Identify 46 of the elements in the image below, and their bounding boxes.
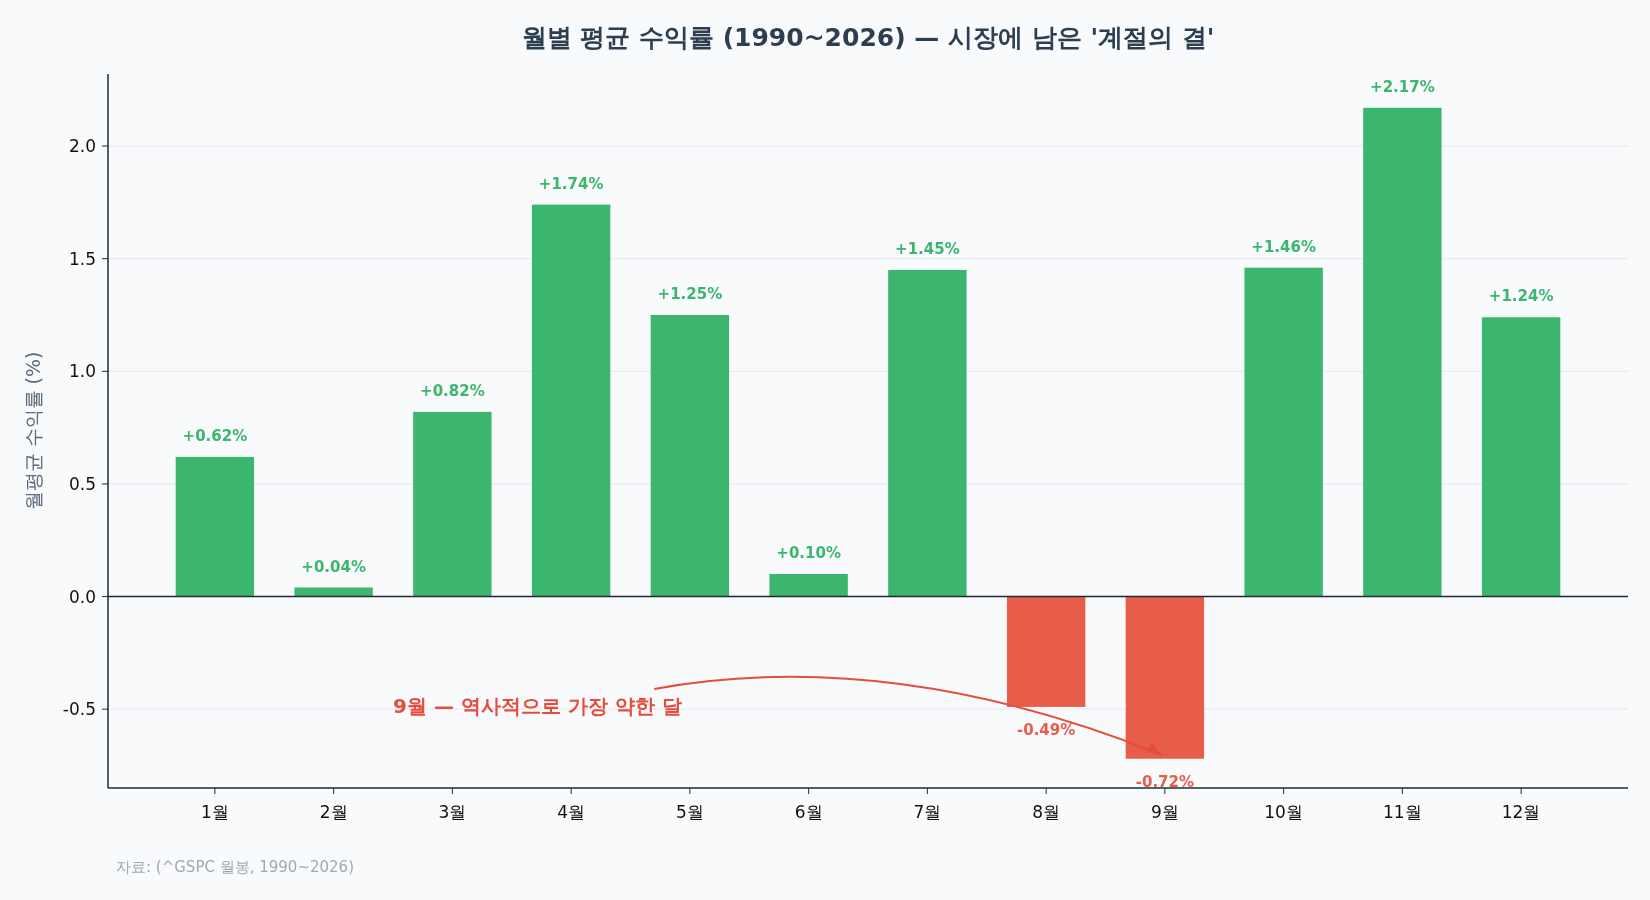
text: 자료: (^GSPC 월봉, 1990~2026) xyxy=(116,858,354,876)
x-tick-label: 1월 xyxy=(200,802,229,822)
bar xyxy=(1244,267,1323,597)
data-label: +2.17% xyxy=(1370,77,1435,96)
x-tick-label: 4월 xyxy=(557,802,586,822)
x-tick-label: 5월 xyxy=(675,802,704,822)
y-tick-label: 2.0 xyxy=(68,136,96,157)
data-label: +0.10% xyxy=(776,544,841,563)
x-tick-label: 10월 xyxy=(1264,802,1303,822)
bar xyxy=(888,269,967,597)
bar xyxy=(294,587,373,597)
data-label: -0.72% xyxy=(1135,772,1195,791)
y-tick-label: -0.5 xyxy=(62,699,96,720)
x-tick-label: 11월 xyxy=(1383,802,1422,822)
x-tick-label: 3월 xyxy=(438,802,467,822)
data-label: +1.46% xyxy=(1251,237,1316,256)
data-label: +1.74% xyxy=(538,174,604,193)
bar xyxy=(1125,596,1205,759)
bar xyxy=(1481,317,1561,597)
data-label: +1.25% xyxy=(657,285,723,303)
data-label: +1.24% xyxy=(1488,287,1554,306)
bar xyxy=(650,315,730,597)
bar xyxy=(413,411,492,597)
x-tick-label: 12월 xyxy=(1501,802,1541,822)
bar xyxy=(531,204,611,597)
data-label: +1.45% xyxy=(895,239,960,258)
y-tick-label: 1.0 xyxy=(68,361,96,382)
annotation: 9월 — 역사적으로 가장 약한 달 xyxy=(393,693,682,718)
bar xyxy=(175,456,255,597)
y-tick-label: 0.5 xyxy=(68,473,96,494)
y-tick-label: 0.0 xyxy=(68,586,96,607)
x-tick-label: 2월 xyxy=(319,802,348,822)
y-tick-label: 1.5 xyxy=(68,248,96,269)
bar xyxy=(1006,596,1086,707)
data-label: -0.49% xyxy=(1016,720,1076,739)
x-tick-label: 7월 xyxy=(913,802,942,822)
data-label: +0.82% xyxy=(420,381,485,400)
bar xyxy=(769,574,848,597)
x-tick-label: 9월 xyxy=(1150,802,1179,822)
x-tick-label: 8월 xyxy=(1032,802,1061,822)
data-label: +0.62% xyxy=(182,426,248,445)
y-axis-title: 월평균 수익률 (%) xyxy=(22,351,44,511)
chart-title: 월별 평균 수익률 (1990~2026) — 시장에 남은 '계절의 결' xyxy=(521,23,1215,52)
bar xyxy=(1363,107,1442,597)
x-tick-label: 6월 xyxy=(794,802,823,822)
data-label: +0.04% xyxy=(301,557,366,576)
